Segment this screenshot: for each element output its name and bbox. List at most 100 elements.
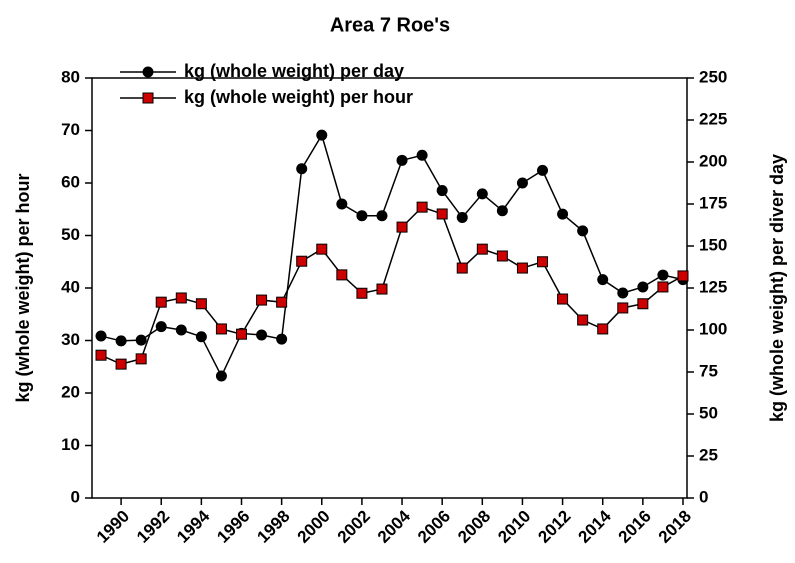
y2-tick-label: 50	[699, 403, 718, 422]
y2-tick-label: 100	[699, 319, 727, 338]
series-line	[100, 206, 684, 365]
data-point	[456, 262, 468, 274]
data-point	[356, 287, 368, 299]
y2-tick-label: 25	[699, 445, 718, 464]
data-point	[436, 185, 448, 197]
legend-marker	[142, 92, 154, 104]
data-point	[135, 334, 147, 346]
data-point	[476, 243, 488, 255]
x-tick-label: 1998	[253, 507, 293, 547]
plot-frame	[91, 77, 688, 499]
data-point	[175, 324, 187, 336]
y-tick-label: 40	[61, 277, 80, 296]
data-point	[396, 221, 408, 233]
data-point	[577, 225, 589, 237]
x-tick-label: 1996	[213, 507, 253, 547]
y-tick-label: 70	[61, 120, 80, 139]
data-point	[296, 255, 308, 267]
x-tick-label: 2018	[655, 507, 695, 547]
data-point	[316, 129, 328, 141]
series-line	[100, 133, 684, 378]
data-point	[115, 335, 127, 347]
x-tick-label: 2006	[414, 507, 454, 547]
data-point	[215, 323, 227, 335]
data-point	[336, 198, 348, 210]
data-point	[516, 262, 528, 274]
data-point	[95, 349, 107, 361]
data-point	[336, 269, 348, 281]
data-point	[677, 270, 689, 282]
y-tick-label: 0	[71, 487, 80, 506]
data-point	[496, 250, 508, 262]
data-point	[376, 210, 388, 222]
y-axis-title: kg (whole weight) per hour	[13, 174, 33, 403]
data-point	[617, 302, 629, 314]
x-tick-label: 2000	[294, 507, 334, 547]
x-tick-label: 2002	[334, 507, 374, 547]
x-tick-label: 2012	[534, 507, 574, 547]
data-point	[476, 188, 488, 200]
data-point	[276, 296, 288, 308]
data-point	[516, 177, 528, 189]
data-point	[597, 274, 609, 286]
legend-label: kg (whole weight) per hour	[184, 87, 413, 107]
y2-tick-label: 150	[699, 235, 727, 254]
data-point	[597, 323, 609, 335]
data-point	[115, 358, 127, 370]
x-tick-label: 2008	[454, 507, 494, 547]
y-tick-label: 50	[61, 225, 80, 244]
y2-tick-label: 225	[699, 109, 727, 128]
x-tick-label: 2016	[615, 507, 655, 547]
data-point	[617, 287, 629, 299]
data-point	[396, 154, 408, 166]
data-point	[135, 353, 147, 365]
data-point	[637, 281, 649, 293]
x-tick-label: 1992	[133, 507, 173, 547]
data-point	[557, 208, 569, 220]
data-point	[236, 328, 248, 340]
data-point	[155, 296, 167, 308]
data-point	[175, 292, 187, 304]
legend-marker	[142, 66, 154, 78]
y2-tick-label: 250	[699, 67, 727, 86]
data-point	[256, 329, 268, 341]
data-point	[537, 256, 549, 268]
data-point	[95, 330, 107, 342]
data-point	[356, 210, 368, 222]
data-point	[195, 298, 207, 310]
data-point	[416, 201, 428, 213]
x-tick-label: 2014	[575, 506, 616, 547]
data-point	[416, 149, 428, 161]
y-tick-label: 30	[61, 330, 80, 349]
y2-tick-label: 0	[699, 487, 708, 506]
data-point	[276, 333, 288, 345]
data-point	[496, 205, 508, 217]
data-point	[256, 294, 268, 306]
data-point	[436, 208, 448, 220]
y2-tick-label: 75	[699, 361, 718, 380]
data-point	[577, 314, 589, 326]
data-point	[456, 211, 468, 223]
y2-axis-title: kg (whole weight) per diver day	[767, 154, 787, 422]
x-tick-label: 2010	[494, 507, 534, 547]
y-tick-label: 10	[61, 435, 80, 454]
y2-tick-label: 200	[699, 151, 727, 170]
data-point	[637, 298, 649, 310]
data-point	[296, 163, 308, 175]
y-tick-label: 20	[61, 382, 80, 401]
y-tick-label: 80	[61, 67, 80, 86]
x-tick-label: 2004	[374, 506, 415, 547]
data-point	[316, 243, 328, 255]
data-point	[195, 331, 207, 343]
data-point	[557, 293, 569, 305]
chart-title: Area 7 Roe's	[330, 14, 450, 36]
data-point	[537, 164, 549, 176]
data-point	[155, 321, 167, 333]
y-tick-label: 60	[61, 172, 80, 191]
data-point	[376, 283, 388, 295]
y2-tick-label: 175	[699, 193, 727, 212]
x-tick-label: 1990	[93, 507, 133, 547]
legend-label: kg (whole weight) per day	[184, 61, 404, 81]
data-point	[657, 269, 669, 281]
y2-tick-label: 125	[699, 277, 727, 296]
